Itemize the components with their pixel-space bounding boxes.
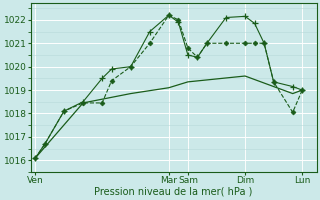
X-axis label: Pression niveau de la mer( hPa ): Pression niveau de la mer( hPa ): [94, 187, 253, 197]
